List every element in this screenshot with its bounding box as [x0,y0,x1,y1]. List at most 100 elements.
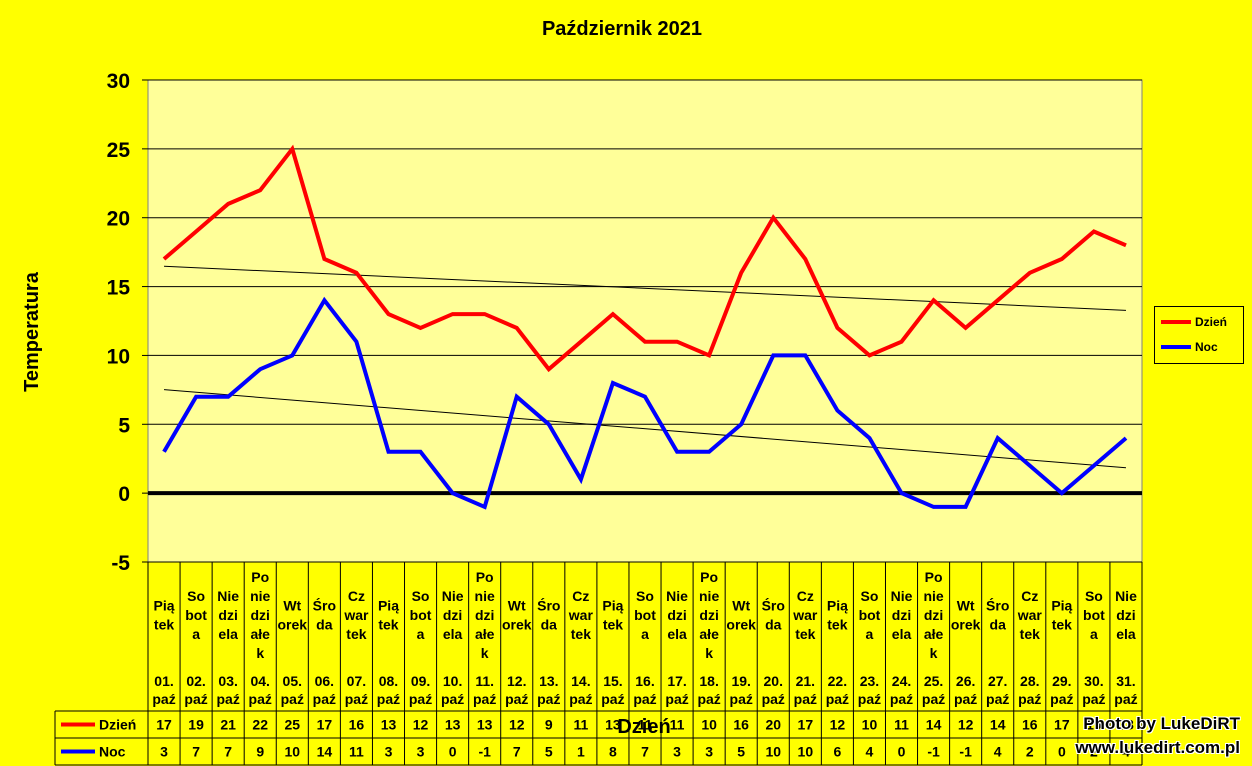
x-tick-label-date: 23. paź [858,673,881,707]
data-label: 10 [798,744,814,760]
watermark-line2: www.lukedirt.com.pl [1075,738,1240,757]
x-tick-label-day: Nie dzi ela [666,588,688,642]
data-label: 16 [733,717,749,733]
x-tick-label-day: So bot a [185,588,207,642]
y-tick-label: 15 [107,277,131,300]
y-tick-label: 30 [107,70,130,93]
x-tick-label-day: Nie dzi ela [1115,588,1137,642]
x-tick-label-day: Cz war tek [792,588,818,642]
x-tick-label-date: 27. paź [986,673,1009,707]
data-label: 7 [192,744,200,760]
x-tick-label-date: 06. paź [313,673,336,707]
data-label: 17 [1054,717,1070,733]
data-label: 0 [1058,744,1066,760]
y-tick-label: 20 [107,208,130,231]
data-label: 2 [1026,744,1034,760]
x-tick-label-date: 31. paź [1114,673,1137,707]
y-tick-label: 10 [107,345,130,368]
trendline [164,265,1126,311]
x-tick-label-day: Wt orek [726,598,756,633]
table-key-label-noc: Noc [99,744,126,760]
data-label: 16 [349,717,365,733]
data-label: 22 [252,717,268,733]
x-tick-label-date: 11. paź [473,673,496,707]
x-tick-label-day: Śro da [537,597,560,633]
data-label: 3 [705,744,713,760]
x-tick-label-day: Nie dzi ela [891,588,913,642]
x-tick-label-date: 18. paź [697,673,720,707]
chart-title: Październik 2021 [541,18,703,40]
series-line-dzien [162,144,1127,373]
data-label: 0 [898,744,906,760]
data-label: 10 [285,744,301,760]
data-label: 8 [609,744,617,760]
y-tick-label: 0 [118,483,130,506]
legend-item-noc: Noc [1161,340,1218,354]
x-tick-label-day: Po nie dzi ałe k [250,569,270,661]
data-label: 25 [285,717,301,733]
x-tick-label-day: Wt orek [278,598,308,633]
x-tick-label-day: Śro da [762,597,785,633]
x-tick-label-date: 01. paź [152,673,175,707]
data-label: 21 [220,717,236,733]
data-label: 10 [701,717,717,733]
x-tick-label-day: Pią tek [602,598,623,633]
x-tick-label-day: So bot a [1083,588,1105,642]
x-tick-label-day: Nie dzi ela [442,588,464,642]
x-tick-label-date: 24. paź [890,673,913,707]
data-label: 6 [833,744,841,760]
data-label: 10 [765,744,781,760]
data-label: 9 [256,744,264,760]
x-tick-label-date: 16. paź [633,673,656,707]
x-tick-label-date: 21. paź [794,673,817,707]
x-tick-label-day: Cz war tek [568,588,594,642]
data-label: 11 [638,717,653,733]
plot-area [147,79,1143,563]
x-tick-label-date: 03. paź [216,673,239,707]
x-axis-label: Dzień [617,716,670,738]
data-label: -1 [478,744,491,760]
data-label: 12 [958,717,974,733]
x-tick-label-date: 04. paź [249,673,272,707]
data-label: 14 [926,717,942,733]
x-tick-label-date: 08. paź [377,673,400,707]
y-axis-label: Temperatura [21,271,43,392]
data-label: 13 [605,717,621,733]
x-tick-label-date: 09. paź [409,673,432,707]
x-tick-label-date: 28. paź [1018,673,1041,707]
data-label: 17 [156,717,172,733]
data-label: 17 [317,717,333,733]
table-key-label-dzien: Dzień [99,717,136,733]
data-label: 14 [317,744,333,760]
data-label: 16 [1022,717,1038,733]
data-label: 11 [349,744,364,760]
data-label: 2 [1090,744,1098,760]
data-label: -1 [959,744,972,760]
data-label: 13 [381,717,397,733]
x-tick-label-date: 29. paź [1050,673,1073,707]
x-tick-label-date: 13. paź [537,673,560,707]
x-tick-label-day: So bot a [634,588,656,642]
data-label: 11 [894,717,909,733]
legend-item-dzien: Dzień [1161,315,1227,329]
data-label: 3 [417,744,425,760]
watermark: Photo by LukeDiRT www.lukedirt.com.pl [1075,712,1240,760]
data-label: 11 [670,717,685,733]
y-tick-label: -5 [111,552,130,575]
data-label: 4 [1122,744,1130,760]
legend-swatch-noc [1161,345,1191,349]
data-label: 9 [545,717,553,733]
data-label: 7 [513,744,521,760]
data-label: 3 [160,744,168,760]
data-label: 13 [445,717,461,733]
legend: Dzień Noc [1154,306,1244,364]
trendline [163,389,1127,469]
legend-label-dzien: Dzień [1195,315,1228,329]
x-tick-label-day: Po nie dzi ałe k [699,569,719,661]
data-label: 3 [385,744,393,760]
x-tick-label-date: 19. paź [730,673,753,707]
x-tick-label-date: 20. paź [762,673,785,707]
x-tick-label-day: Cz war tek [1017,588,1043,642]
x-tick-label-date: 14. paź [569,673,592,707]
